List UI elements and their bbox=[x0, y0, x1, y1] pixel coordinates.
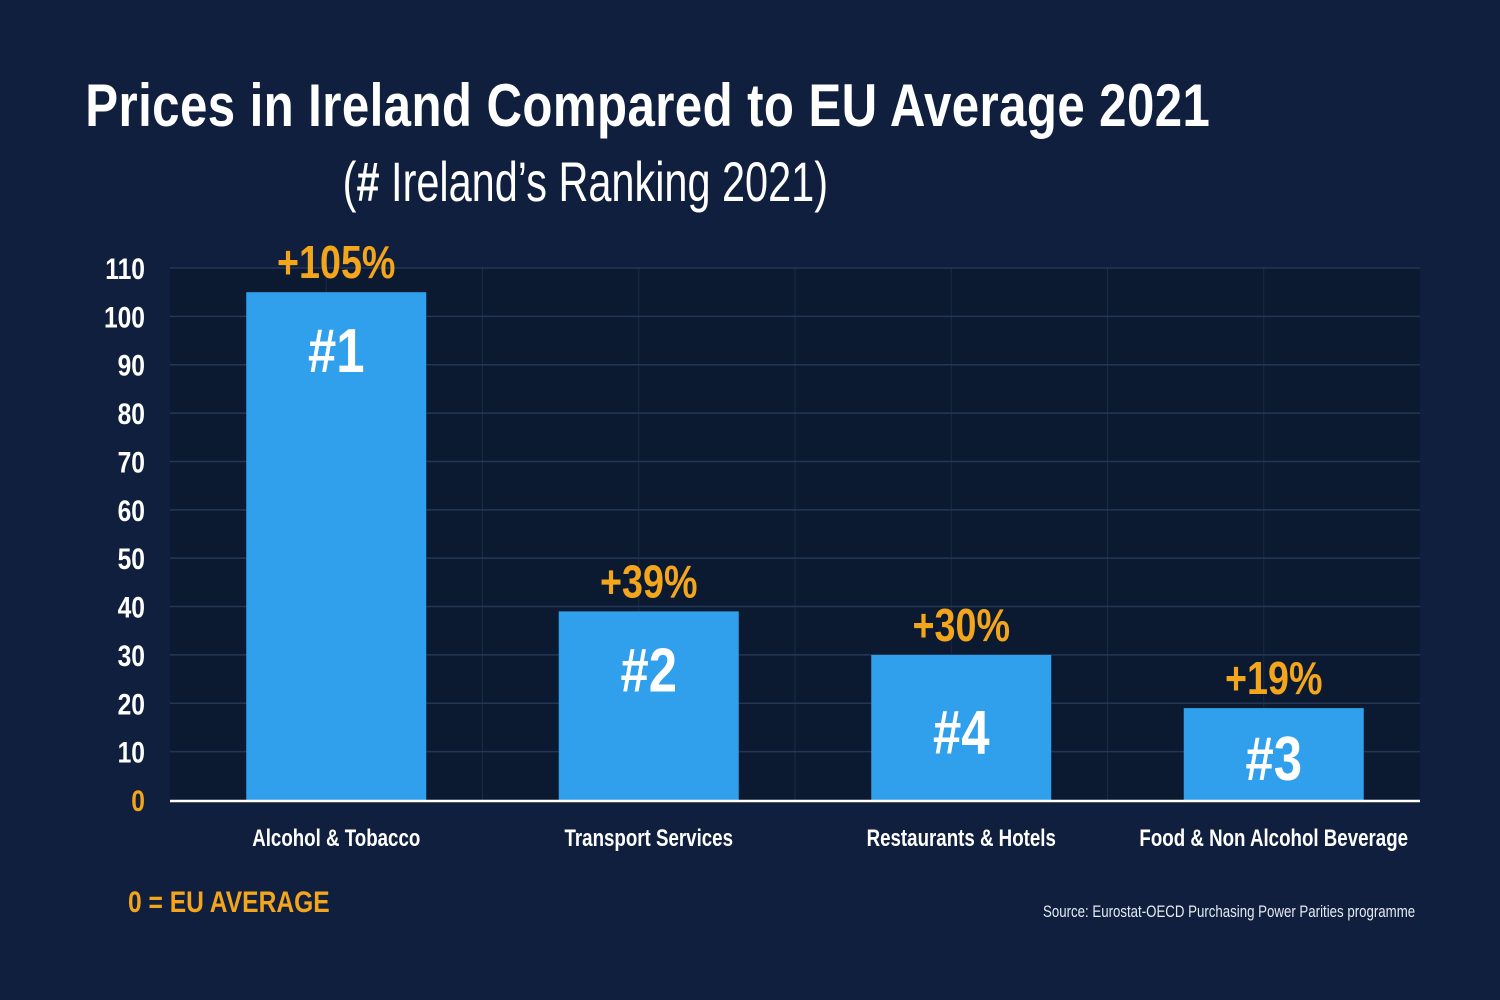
y-tick-label: 20 bbox=[118, 687, 145, 721]
source-note: Source: Eurostat-OECD Purchasing Power P… bbox=[1042, 902, 1415, 921]
y-tick-label: 50 bbox=[118, 542, 145, 576]
bar-rank-label: #2 bbox=[620, 637, 677, 706]
subtitle-hash: # bbox=[356, 150, 380, 213]
subtitle-rest: Ireland’s Ranking 2021) bbox=[379, 150, 829, 213]
x-tick-label: Transport Services bbox=[564, 825, 733, 852]
bar bbox=[871, 654, 1052, 800]
x-tick-label: Food & Non Alcohol Beverage bbox=[1139, 825, 1408, 852]
bar bbox=[1183, 708, 1364, 800]
bar-rank-label: #1 bbox=[308, 318, 365, 387]
y-tick-label: 60 bbox=[118, 493, 145, 527]
subtitle-open: ( bbox=[342, 150, 357, 213]
eu-average-note: 0 = EU AVERAGE bbox=[128, 886, 330, 919]
bar bbox=[246, 292, 427, 800]
x-tick-label: Restaurants & Hotels bbox=[867, 825, 1056, 852]
bar-value-label: +105% bbox=[277, 237, 395, 288]
y-tick-label: 110 bbox=[105, 252, 145, 286]
y-tick-label: 10 bbox=[118, 735, 145, 769]
bar-rank-label: #3 bbox=[1245, 725, 1302, 794]
y-tick-label: 80 bbox=[118, 397, 145, 431]
bar-rank-label: #4 bbox=[933, 699, 990, 768]
chart-title: Prices in Ireland Compared to EU Average… bbox=[85, 72, 1211, 139]
chart-subtitle: (# Ireland’s Ranking 2021) bbox=[0, 150, 1171, 214]
y-tick-label: 90 bbox=[118, 348, 145, 382]
y-tick-label: 70 bbox=[118, 445, 145, 479]
y-tick-label: 100 bbox=[104, 300, 145, 334]
bar-value-label: +30% bbox=[913, 599, 1010, 650]
x-tick-label: Alcohol & Tobacco bbox=[252, 825, 420, 852]
y-tick-label: 30 bbox=[118, 639, 145, 673]
bar bbox=[558, 611, 739, 800]
y-tick-label: 40 bbox=[118, 590, 145, 624]
bar-value-label: +39% bbox=[600, 556, 697, 607]
bar-value-label: +19% bbox=[1225, 653, 1322, 704]
y-tick-label: 0 bbox=[131, 784, 145, 818]
